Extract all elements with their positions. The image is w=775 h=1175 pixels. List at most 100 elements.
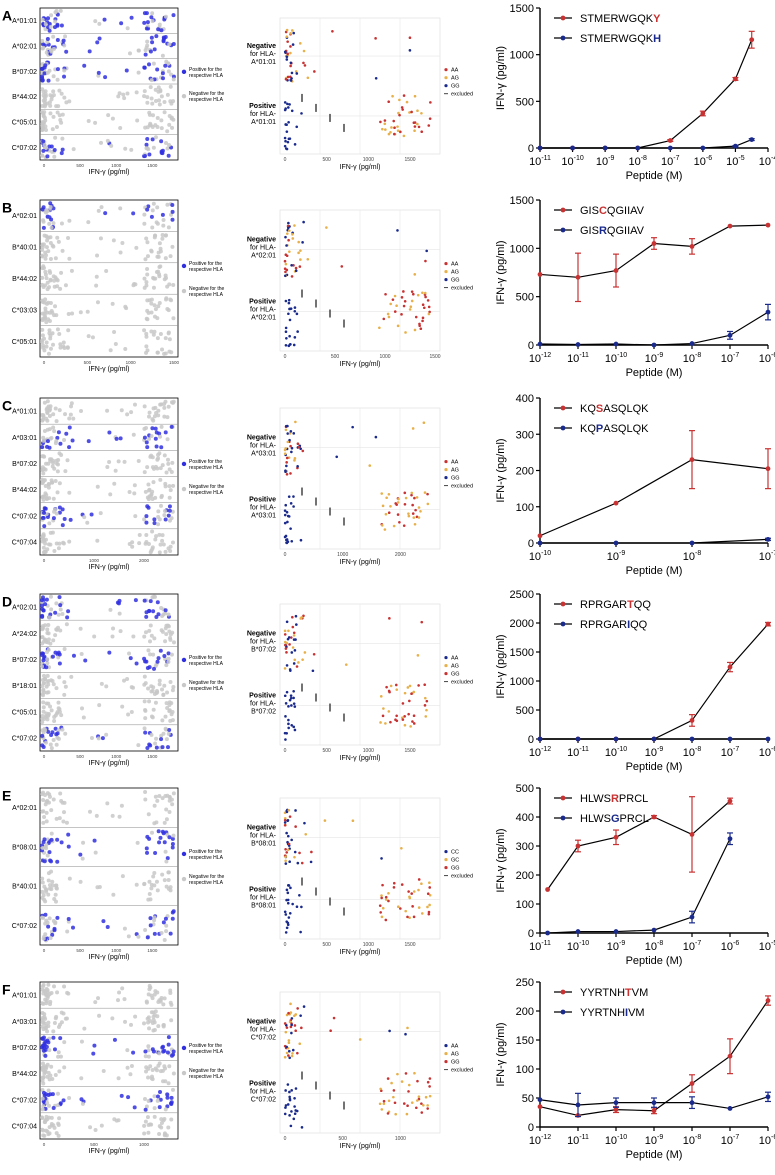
swarm-point [54,601,59,606]
scatter-point [411,720,414,723]
scatter-point [428,886,432,889]
scatter-point [379,120,382,124]
swarm-point [155,798,160,803]
swarm-point [150,489,155,494]
swarm-point [59,713,64,718]
data-point [651,1108,657,1114]
scatter-point [406,1026,409,1030]
swarm-point [128,1072,133,1077]
legend-label: HLWSRPRCL [580,793,648,805]
excluded-legend-label: excluded [451,484,473,490]
swarm-point [45,631,50,636]
swarm-point [148,623,153,628]
scatter-point [382,317,386,321]
scatter-point [293,1112,297,1116]
y-tick-label: 200 [516,1006,534,1018]
swarm-point [60,112,65,117]
scatter-point [283,629,287,633]
swarm-point [168,544,173,549]
swarm-point [51,1029,56,1034]
y-tick-label: 500 [516,705,534,717]
hla-label: C*07:02 [12,1097,37,1104]
scatter-point [392,886,396,889]
swarm-point [44,842,49,847]
swarm-point [43,306,48,311]
swarm-point [45,996,50,1001]
swarm-point [166,659,171,664]
swarm-point [165,202,170,207]
swarm-point [152,521,157,526]
swarm-point [125,1065,130,1070]
scatter-point [379,695,383,698]
hla-label: A*03:01 [12,435,37,442]
swarm-point [160,232,165,237]
data-point [765,536,771,542]
scatter-point [383,122,387,126]
swarm-point [144,846,149,851]
swarm-point [149,329,154,334]
scatter-point [381,883,384,887]
scatter-point [428,881,431,885]
for-hla-label: for HLA- [250,638,277,645]
scatter-point [296,1051,299,1055]
scatter-tick: 0 [284,552,287,558]
swarm-point [133,282,138,287]
y-tick-label: 300 [516,841,534,853]
swarm-point [54,742,59,747]
scatter-point [288,343,292,346]
swarm-point [155,116,160,121]
scatter-point [285,538,289,541]
panel-c: C A*01:01A*03:01B*07:02B*44:02C*07:02C*07… [2,393,775,577]
scatter-point [302,1005,306,1008]
swarm-point [142,470,147,475]
swarm-point [125,677,130,682]
swarm-point [142,20,147,25]
swarm-point [40,275,45,280]
swarm-point [46,78,51,83]
scatter-point [408,684,412,688]
swarm-point [118,126,123,131]
scatter-point [283,274,287,278]
swarm-point [78,852,83,857]
swarm-point [93,850,98,855]
scatter-point [387,899,390,903]
swarm-point [151,285,156,290]
y-axis-label: IFN-γ (pg/ml) [495,46,507,110]
swarm-point [163,1079,168,1084]
swarm-point [137,541,142,546]
legend-positive-marker [181,1045,187,1051]
swarm-point [143,1049,148,1054]
scatter-point [287,726,290,730]
swarm-point [164,929,169,934]
swarm-point [146,812,151,817]
swarm-point [99,140,104,145]
scatter-point [285,456,289,460]
swarm-point [53,275,58,280]
swarm-tick: 0 [43,1142,46,1147]
scatter-point [295,72,299,75]
x-tick-exponent: -6 [771,352,775,359]
swarm-point [163,484,168,489]
swarm-point [149,453,154,458]
x-tick-label: 10-6 [759,746,775,759]
swarm-point [155,659,160,664]
swarm-point [155,316,160,321]
swarm-point [142,1021,147,1026]
swarm-point [46,542,51,547]
swarm-point [142,435,147,440]
swarm-point [152,915,157,920]
swarm-point [79,1097,84,1102]
swarm-point [151,666,156,671]
legend-negative-label: Negative for the [189,680,225,686]
swarm-point [131,432,136,437]
swarm-point [108,607,113,612]
scatter-point [288,1114,291,1117]
swarm-point [146,482,151,487]
genotype-legend-marker [444,475,448,480]
swarm-point [144,520,149,525]
swarm-point [63,283,68,288]
swarm-point [56,728,61,733]
swarm-point [167,282,172,287]
scatter-point [286,637,290,641]
swarm-point [143,425,148,430]
